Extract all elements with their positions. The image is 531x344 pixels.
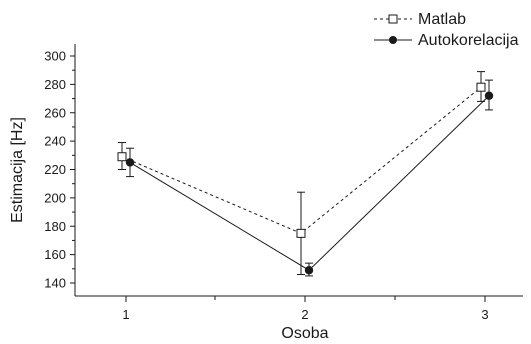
data-point-matlab-1 — [117, 152, 127, 162]
y-tick-label-140: 140 — [44, 276, 66, 291]
data-point-autokorelacija-1 — [125, 158, 135, 167]
data-point-autokorelacija-3 — [484, 91, 494, 100]
y-tick-label-260: 260 — [44, 105, 66, 120]
x-tick-label-3: 3 — [481, 307, 488, 322]
legend-item-matlab: Matlab — [374, 11, 466, 28]
y-tick-label-180: 180 — [44, 219, 66, 234]
x-tick-label-2: 2 — [301, 307, 308, 322]
data-point-autokorelacija-2 — [304, 266, 314, 275]
y-tick-label-300: 300 — [44, 49, 66, 64]
x-ticks: 1 2 3 — [122, 296, 489, 322]
y-tick-label-160: 160 — [44, 247, 66, 262]
y-tick-label-220: 220 — [44, 162, 66, 177]
legend-item-autokorelacija: Autokorelacija — [374, 32, 519, 49]
legend: Matlab Autokorelacija — [374, 11, 519, 49]
legend-autokorelacija-label: Autokorelacija — [418, 32, 519, 49]
y-tick-label-240: 240 — [44, 134, 66, 149]
data-point-matlab-2 — [296, 228, 306, 238]
y-tick-label-200: 200 — [44, 190, 66, 205]
plot-area: 140 160 180 200 220 240 260 280 300 1 2 3 — [44, 44, 523, 322]
x-axis-title: Osoba — [281, 325, 328, 342]
x-tick-label-1: 1 — [122, 307, 129, 322]
y-ticks: 140 160 180 200 220 240 260 280 300 — [44, 49, 75, 291]
series-layer — [117, 71, 494, 277]
y-tick-label-280: 280 — [44, 77, 66, 92]
legend-matlab-label: Matlab — [418, 11, 466, 28]
data-point-matlab-3 — [476, 82, 486, 92]
legend-autokorelacija-marker — [389, 36, 397, 44]
y-axis-title: Estimacija [Hz] — [9, 117, 26, 223]
legend-matlab-marker — [388, 14, 398, 24]
